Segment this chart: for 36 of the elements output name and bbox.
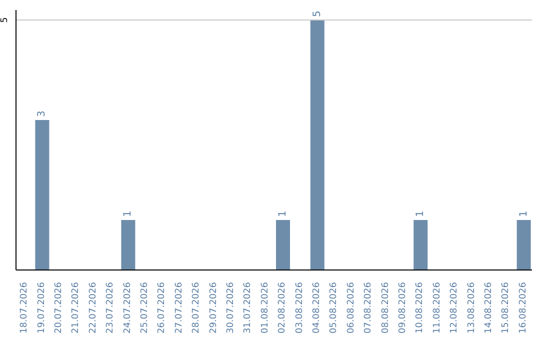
x-tick-label: 26.07.2026: [157, 282, 168, 334]
x-tick-label: 15.08.2026: [501, 282, 512, 334]
data-label: 3: [36, 110, 48, 117]
x-tick-label: 06.08.2026: [346, 282, 356, 334]
x-tick-label: 14.08.2026: [484, 282, 494, 334]
x-tick-label: 13.08.2026: [466, 282, 477, 334]
x-tick-label: 05.08.2026: [329, 282, 340, 334]
x-tick-label: 07.08.2026: [364, 282, 374, 334]
x-tick-label: 03.08.2026: [294, 282, 305, 334]
x-tick-label: 29.07.2026: [208, 282, 219, 334]
x-tick-label: 09.08.2026: [398, 282, 408, 334]
x-tick-label: 19.07.2026: [36, 282, 47, 334]
x-tick-label: 20.07.2026: [54, 282, 64, 334]
x-tick-label: 01.08.2026: [260, 282, 270, 334]
x-tick-label: 10.08.2026: [415, 282, 426, 334]
data-label: 1: [518, 210, 530, 217]
x-tick-label: 28.07.2026: [192, 282, 202, 334]
x-tick-label: 02.08.2026: [278, 282, 288, 334]
x-tick-label: 24.07.2026: [122, 282, 133, 334]
x-tick-label: 11.08.2026: [432, 282, 442, 334]
x-tick-label: 12.08.2026: [450, 282, 460, 334]
x-tick-label: 08.08.2026: [380, 282, 391, 334]
data-label: 5: [312, 10, 323, 17]
x-tick-label: 18.07.2026: [20, 282, 30, 334]
x-tick-label: 04.08.2026: [312, 282, 322, 334]
x-tick-label: 22.07.2026: [88, 282, 98, 334]
x-tick-label: 23.07.2026: [106, 282, 116, 334]
x-tick-label: 21.07.2026: [71, 282, 82, 334]
data-label: 1: [122, 210, 134, 217]
x-tick-label: 25.07.2026: [140, 282, 150, 334]
x-tick-label: 27.07.2026: [174, 282, 184, 334]
x-tick-label: 16.08.2026: [518, 282, 528, 334]
x-tick-label: 31.07.2026: [243, 282, 254, 334]
data-label: 1: [278, 210, 288, 217]
x-tick-label: 30.07.2026: [226, 282, 236, 334]
data-label: 1: [415, 210, 426, 217]
